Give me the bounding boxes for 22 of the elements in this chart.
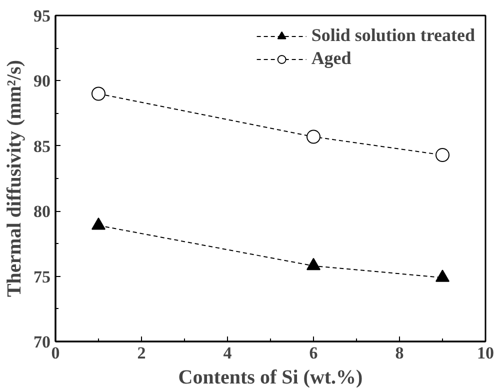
x-tick-label: 2 [137, 344, 146, 362]
y-tick-label: 80 [34, 202, 50, 222]
x-tick-label: 6 [309, 344, 318, 362]
y-tick-label: 95 [34, 6, 50, 26]
x-tick-label: 0 [51, 344, 60, 362]
x-tick-label: 10 [477, 344, 494, 362]
legend-label: Solid solution treated [311, 25, 475, 46]
point [436, 148, 450, 162]
y-tick-label: 85 [34, 136, 50, 156]
y-axis-title: Thermal diffusivity (mm²/s) [4, 60, 26, 298]
point [436, 270, 450, 282]
y-tick-label: 70 [34, 332, 50, 352]
point [306, 258, 320, 270]
y-tick-label: 90 [34, 72, 50, 91]
point [92, 217, 106, 230]
x-tick-label: 8 [395, 344, 404, 362]
legend-label: Aged [311, 48, 352, 69]
x-axis-title: Contents of Si (wt.%) [178, 366, 363, 388]
y-tick-label: 75 [34, 267, 50, 286]
point [92, 86, 106, 101]
point [306, 130, 320, 144]
x-tick-label: 4 [223, 344, 232, 362]
